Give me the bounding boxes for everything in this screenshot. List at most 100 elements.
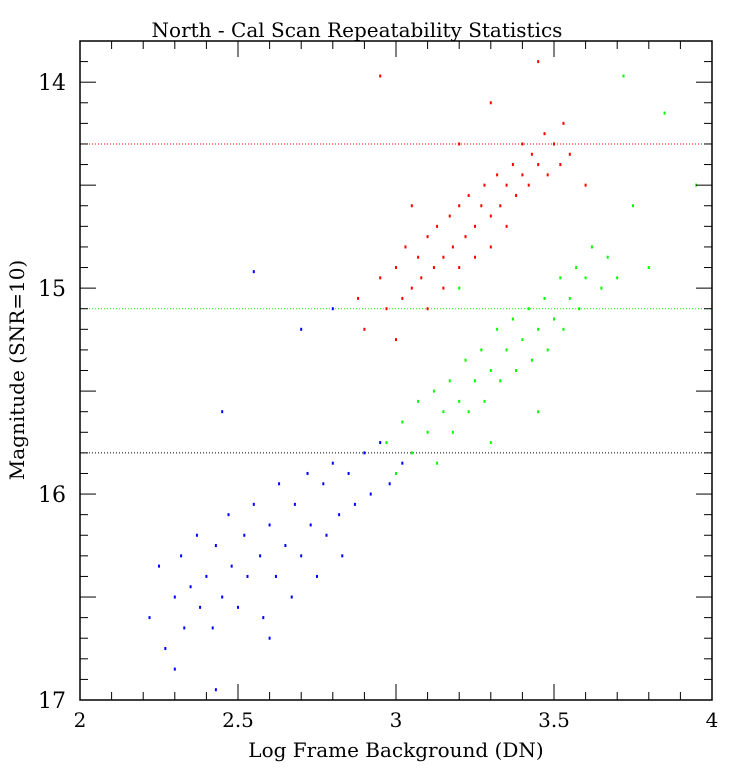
- data-point-series-2: [363, 451, 366, 455]
- data-point-series-0: [385, 307, 388, 311]
- data-point-series-1: [568, 296, 571, 300]
- data-point-series-0: [426, 307, 429, 311]
- data-point-series-2: [221, 595, 224, 599]
- data-point-series-1: [410, 451, 413, 455]
- data-point-series-0: [537, 163, 540, 167]
- data-point-series-2: [243, 533, 246, 537]
- data-point-series-2: [341, 554, 344, 558]
- data-point-series-1: [458, 286, 461, 290]
- data-point-series-2: [338, 513, 341, 517]
- data-point-series-1: [546, 348, 549, 352]
- data-point-series-0: [474, 224, 476, 228]
- data-point-series-0: [395, 266, 397, 270]
- data-point-series-1: [395, 471, 397, 475]
- data-point-series-0: [521, 142, 524, 146]
- data-point-series-2: [274, 574, 277, 578]
- data-point-series-1: [578, 307, 581, 311]
- data-point-series-1: [451, 430, 454, 434]
- data-point-series-1: [527, 307, 530, 311]
- data-point-series-2: [205, 574, 208, 578]
- data-point-series-0: [511, 163, 514, 167]
- data-point-series-1: [606, 255, 609, 259]
- data-point-series-2: [173, 595, 176, 599]
- data-point-series-0: [410, 204, 413, 208]
- data-point-series-0: [395, 338, 397, 342]
- data-point-series-0: [546, 173, 549, 177]
- data-point-series-1: [467, 410, 470, 414]
- data-point-series-0: [553, 142, 555, 146]
- data-point-series-2: [347, 471, 350, 475]
- data-point-series-2: [227, 513, 230, 517]
- data-point-series-2: [331, 461, 334, 465]
- data-point-series-1: [436, 461, 439, 465]
- data-point-series-2: [214, 688, 217, 692]
- data-point-series-2: [262, 616, 265, 620]
- data-point-series-1: [590, 245, 593, 249]
- data-point-series-1: [537, 410, 540, 414]
- data-point-series-2: [183, 626, 186, 630]
- data-point-series-0: [505, 183, 508, 187]
- data-point-series-2: [309, 523, 312, 527]
- data-point-series-0: [357, 296, 360, 300]
- data-point-series-0: [489, 101, 492, 105]
- data-point-series-1: [499, 379, 502, 383]
- data-point-series-1: [489, 441, 492, 445]
- data-point-series-2: [252, 502, 255, 506]
- data-point-series-2: [325, 533, 328, 537]
- data-point-series-2: [306, 471, 309, 475]
- data-point-series-1: [442, 410, 445, 414]
- axis-ticks: 2 2.5 3 3.5 4 14 15 16 17: [38, 40, 718, 732]
- y-tick-label: 16: [38, 483, 66, 508]
- data-point-series-2: [246, 574, 249, 578]
- y-tick-label: 17: [38, 689, 66, 714]
- data-point-series-0: [505, 224, 508, 228]
- data-point-series-0: [379, 276, 382, 280]
- data-point-series-2: [379, 441, 382, 445]
- data-point-series-1: [622, 74, 625, 78]
- data-point-series-2: [164, 647, 167, 651]
- data-point-series-2: [195, 533, 198, 537]
- data-point-series-2: [331, 307, 334, 311]
- data-point-series-2: [278, 482, 281, 486]
- data-point-series-2: [353, 502, 356, 506]
- x-tick-label: 3: [390, 708, 403, 732]
- data-point-series-2: [180, 554, 183, 558]
- data-point-series-1: [575, 266, 578, 270]
- data-point-series-0: [458, 142, 461, 146]
- data-point-series-2: [199, 605, 202, 609]
- data-point-series-0: [420, 276, 423, 280]
- data-point-series-0: [483, 183, 486, 187]
- data-point-series-0: [417, 255, 420, 259]
- data-point-series-0: [410, 286, 413, 290]
- data-point-series-0: [363, 327, 366, 331]
- data-point-series-2: [230, 564, 233, 568]
- data-point-series-2: [284, 544, 287, 548]
- data-point-series-1: [505, 348, 508, 352]
- data-point-series-0: [451, 245, 454, 249]
- data-point-series-0: [474, 255, 476, 259]
- data-point-series-1: [483, 399, 486, 403]
- data-point-series-2: [388, 482, 391, 486]
- data-point-series-0: [401, 296, 404, 300]
- data-point-series-1: [537, 327, 540, 331]
- data-point-series-1: [426, 430, 429, 434]
- data-point-series-0: [568, 152, 571, 156]
- data-point-series-2: [322, 482, 325, 486]
- chart-title: North - Cal Scan Repeatability Statistic…: [152, 18, 563, 42]
- data-point-series-0: [499, 204, 502, 208]
- data-point-series-1: [417, 399, 420, 403]
- data-point-series-2: [214, 544, 217, 548]
- data-point-series-1: [562, 327, 565, 331]
- data-point-series-0: [442, 255, 445, 259]
- data-point-series-1: [543, 296, 546, 300]
- data-point-series-2: [268, 523, 271, 527]
- data-point-series-1: [385, 441, 388, 445]
- data-point-series-1: [458, 399, 461, 403]
- data-point-series-0: [537, 60, 540, 64]
- data-point-series-1: [496, 327, 499, 331]
- data-point-series-2: [293, 502, 296, 506]
- data-point-series-0: [489, 214, 492, 218]
- x-tick-label: 3.5: [538, 708, 570, 732]
- data-point-series-0: [458, 266, 461, 270]
